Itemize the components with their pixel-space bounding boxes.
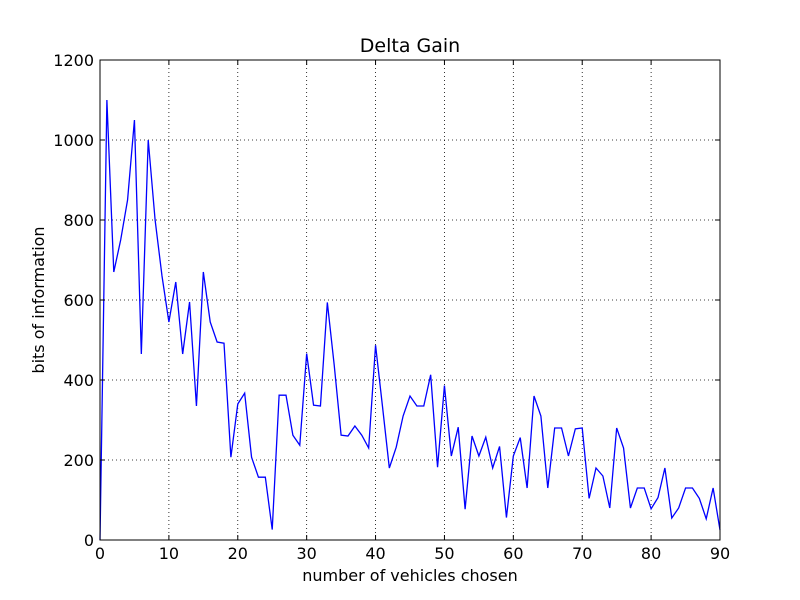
y-tick-label: 200 bbox=[63, 451, 94, 470]
chart-title: Delta Gain bbox=[360, 35, 460, 57]
x-tick-label: 60 bbox=[503, 544, 523, 563]
series-layer bbox=[99, 99, 721, 541]
y-tick-label: 600 bbox=[63, 291, 94, 310]
x-tick-label: 20 bbox=[228, 544, 248, 563]
y-tick-label: 0 bbox=[84, 531, 94, 550]
x-tick-label: 30 bbox=[296, 544, 316, 563]
y-axis-label: bits of information bbox=[29, 226, 48, 373]
ticks: 0 10 20 30 40 50 60 70 80 90 0 200 400 600 800 1000 1200 bbox=[53, 51, 730, 563]
y-tick-label: 1000 bbox=[53, 131, 94, 150]
x-tick-label: 50 bbox=[434, 544, 454, 563]
x-tick-label: 90 bbox=[710, 544, 730, 563]
series-line-0 bbox=[99, 99, 721, 541]
x-axis-label: number of vehicles chosen bbox=[302, 566, 518, 585]
y-tick-label: 400 bbox=[63, 371, 94, 390]
y-tick-label: 800 bbox=[63, 211, 94, 230]
x-tick-label: 0 bbox=[95, 544, 105, 563]
x-tick-label: 40 bbox=[365, 544, 385, 563]
grid bbox=[100, 60, 720, 540]
x-tick-label: 10 bbox=[159, 544, 179, 563]
x-tick-label: 70 bbox=[572, 544, 592, 563]
x-tick-label: 80 bbox=[641, 544, 661, 563]
y-tick-label: 1200 bbox=[53, 51, 94, 70]
